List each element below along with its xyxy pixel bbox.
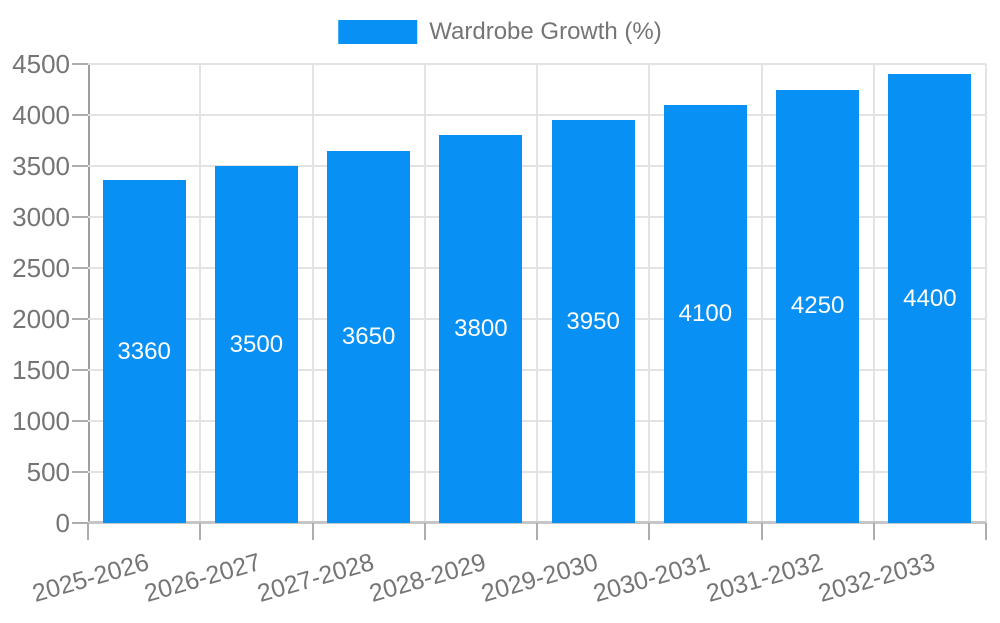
v-gridline bbox=[423, 64, 426, 523]
y-tick-label: 4500 bbox=[12, 49, 70, 79]
v-gridline bbox=[648, 64, 651, 523]
x-tick-mark bbox=[311, 523, 314, 540]
x-tick-mark bbox=[423, 523, 426, 540]
y-tick-label: 3000 bbox=[12, 202, 70, 232]
bar-2031-2032: 4250 bbox=[776, 89, 860, 523]
x-tick-mark bbox=[199, 523, 202, 540]
y-tick-mark bbox=[72, 522, 88, 524]
x-tick-mark bbox=[87, 523, 89, 540]
bar-2029-2030: 3950 bbox=[551, 120, 635, 523]
bar-value-label: 4250 bbox=[790, 292, 845, 320]
y-tick-label: 1000 bbox=[12, 406, 70, 436]
y-tick-label: 4000 bbox=[12, 100, 70, 130]
bar-value-label: 4400 bbox=[903, 284, 957, 312]
bar-value-label: 4100 bbox=[678, 299, 733, 327]
y-tick-mark bbox=[72, 114, 88, 116]
legend-swatch bbox=[338, 20, 418, 44]
x-tick-mark bbox=[985, 523, 987, 540]
x-axis-baseline bbox=[88, 521, 986, 524]
y-axis-line bbox=[88, 64, 90, 523]
y-tick-mark bbox=[72, 471, 88, 473]
bar-value-label: 3650 bbox=[341, 322, 396, 350]
y-tick-mark bbox=[72, 267, 88, 269]
y-tick-label: 2000 bbox=[12, 304, 70, 334]
y-tick-mark bbox=[72, 420, 88, 422]
y-tick-mark bbox=[72, 216, 88, 218]
bar-value-label: 3500 bbox=[229, 330, 284, 358]
bar-chart: Wardrobe Growth (%) 3360 3500 3650 3800 3950… bbox=[12, 18, 987, 608]
v-gridline bbox=[311, 64, 314, 523]
bar-2027-2028: 3650 bbox=[327, 150, 411, 523]
x-tick-mark bbox=[760, 523, 763, 540]
plot-area: 3360 3500 3650 3800 3950 4100 4250 4400 bbox=[88, 63, 987, 524]
y-tick-label: 2500 bbox=[12, 253, 70, 283]
bar-value-label: 3800 bbox=[454, 315, 508, 343]
y-tick-label: 500 bbox=[26, 457, 70, 487]
bar-value-label: 3950 bbox=[566, 307, 620, 335]
y-tick-mark bbox=[72, 165, 88, 167]
chart-legend[interactable]: Wardrobe Growth (%) bbox=[338, 18, 662, 46]
bar-2030-2031: 4100 bbox=[663, 104, 747, 523]
bar-value-label: 3360 bbox=[117, 337, 171, 365]
y-tick-label: 0 bbox=[55, 508, 70, 538]
bar-2026-2027: 3500 bbox=[214, 166, 298, 523]
v-gridline bbox=[199, 64, 202, 523]
x-tick-mark bbox=[648, 523, 651, 540]
bar-2025-2026: 3360 bbox=[102, 180, 186, 523]
y-tick-label: 3500 bbox=[12, 151, 70, 181]
v-gridline bbox=[536, 64, 538, 523]
y-tick-mark bbox=[72, 369, 88, 371]
x-tick-mark bbox=[872, 523, 875, 540]
y-tick-label: 1500 bbox=[12, 355, 70, 385]
v-gridline bbox=[985, 64, 987, 523]
v-gridline bbox=[760, 64, 763, 523]
x-tick-mark bbox=[536, 523, 538, 540]
legend-label: Wardrobe Growth (%) bbox=[429, 18, 662, 45]
y-tick-mark bbox=[72, 318, 88, 320]
v-gridline bbox=[872, 64, 875, 523]
y-tick-mark bbox=[72, 63, 88, 65]
bar-2032-2033: 4400 bbox=[888, 74, 972, 523]
bar-2028-2029: 3800 bbox=[439, 135, 523, 523]
